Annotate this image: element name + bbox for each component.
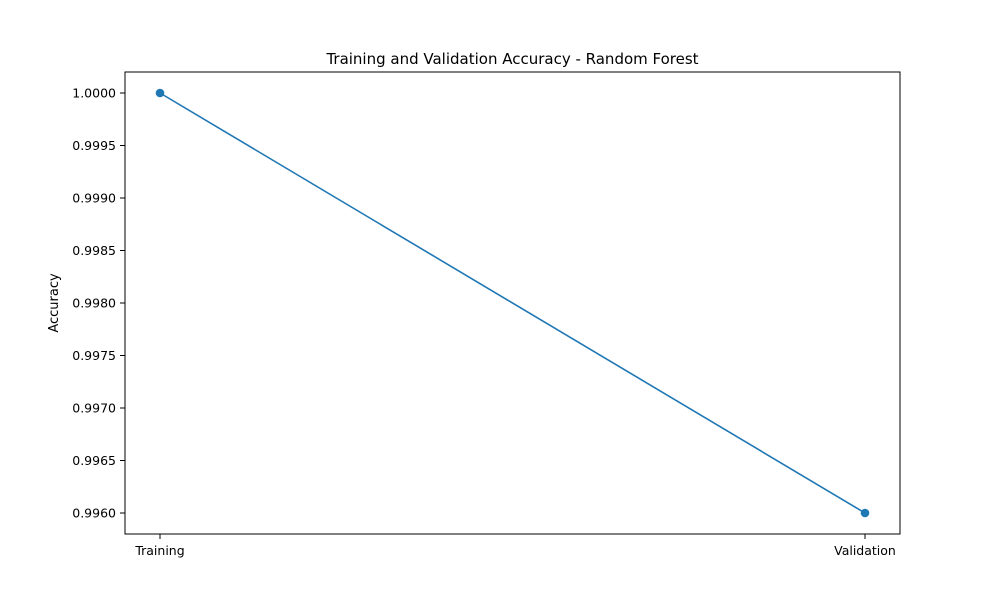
y-tick-label: 0.9975 — [72, 348, 116, 363]
y-tick-label: 0.9965 — [72, 453, 116, 468]
data-point — [860, 508, 870, 518]
y-tick-label: 0.9985 — [72, 243, 116, 258]
plot-area-frame — [124, 71, 901, 535]
x-tick-label: Validation — [834, 543, 896, 558]
chart-title: Training and Validation Accuracy - Rando… — [325, 50, 698, 68]
ticks-layer: 1.0000 0.9995 0.9990 0.9985 0.9980 0.9975 0.99… — [72, 86, 896, 559]
y-tick-label: 0.9960 — [72, 506, 116, 521]
series-layer — [155, 88, 870, 518]
y-tick-label: 0.9980 — [72, 296, 116, 311]
x-tick-label: Training — [134, 543, 184, 558]
y-tick-label: 0.9970 — [72, 401, 116, 416]
y-tick-label: 1.0000 — [72, 86, 116, 101]
accuracy-series-line — [159, 92, 866, 514]
data-point — [155, 88, 165, 98]
y-tick-label: 0.9990 — [72, 191, 116, 206]
y-axis-label: Accuracy — [47, 273, 62, 333]
y-tick-label: 0.9995 — [72, 138, 116, 153]
